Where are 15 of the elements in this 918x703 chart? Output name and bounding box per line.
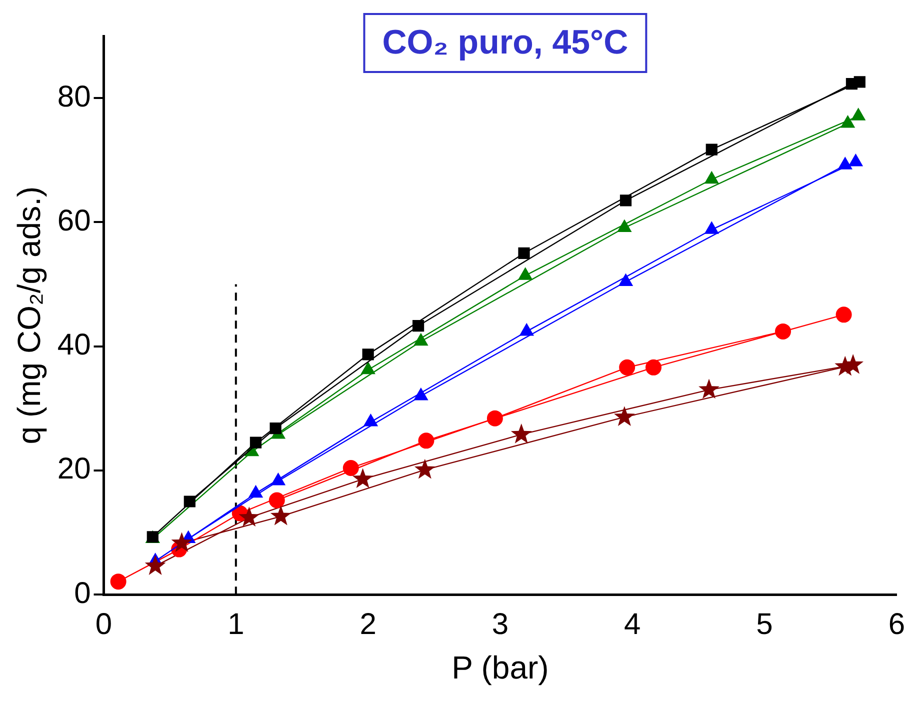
x-tick-label: 0 [95, 608, 112, 641]
x-axis-title: P (bar) [452, 650, 549, 686]
x-tick-label: 2 [360, 608, 376, 641]
x-tick-label: 6 [888, 608, 905, 641]
y-tick-label: 60 [57, 204, 91, 238]
x-tick-label: 3 [492, 608, 509, 641]
y-tick-label: 0 [74, 576, 91, 610]
y-tick-label: 80 [57, 80, 91, 114]
y-axis-title: q (mg CO₂/g ads.) [11, 186, 48, 444]
chart-title: CO₂ puro, 45°C [382, 23, 628, 62]
x-tick-label: 4 [624, 608, 641, 641]
x-tick-label: 5 [756, 608, 773, 641]
y-tick-label: 40 [57, 328, 91, 362]
x-tick-label: 1 [228, 608, 244, 641]
y-tick-label: 20 [57, 452, 91, 486]
